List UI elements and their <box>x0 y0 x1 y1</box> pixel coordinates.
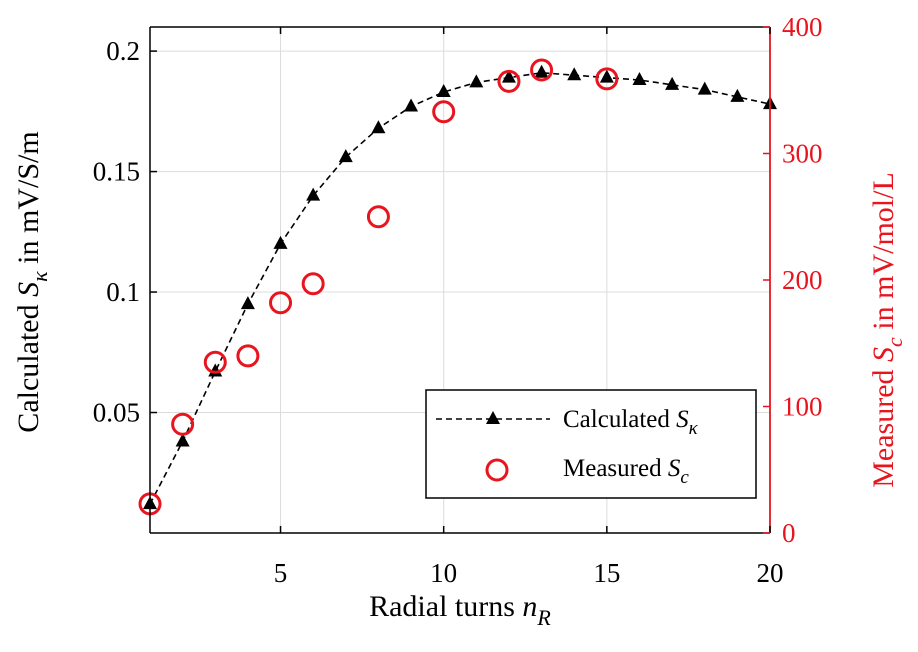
calculated-point <box>273 235 288 249</box>
measured-point <box>595 67 619 91</box>
legend-calculated-label: Calculated Sκ <box>563 406 699 439</box>
y-right-tick-label: 300 <box>782 139 823 169</box>
ticks: 5 10 15 20 0.05 0.1 0.15 0.2 0 100 200 300 400 <box>93 12 823 588</box>
calculated-point <box>632 72 647 86</box>
measured-point <box>366 205 390 229</box>
x-tick-label: 10 <box>430 558 457 588</box>
calculated-point <box>567 67 582 81</box>
calculated-point <box>306 187 321 201</box>
measured-point <box>497 69 521 93</box>
axes <box>149 26 771 534</box>
legend: Calculated Sκ Measured Sc <box>425 389 757 499</box>
calculated-point <box>404 98 419 112</box>
x-tick-label: 20 <box>757 558 784 588</box>
calculated-point <box>208 363 223 377</box>
calculated-point <box>436 84 451 98</box>
measured-point <box>203 350 227 374</box>
calculated-point <box>371 120 386 134</box>
y-axis-left-title: Calculated Sκ in mV/S/m <box>12 131 52 432</box>
x-axis-title: Radial turns nR <box>369 590 551 630</box>
y-right-tick-label: 200 <box>782 265 823 295</box>
calculated-series-line <box>149 71 771 505</box>
x-tick-label: 15 <box>593 558 620 588</box>
calculated-point <box>240 296 255 310</box>
y-left-tick-label: 0.15 <box>93 157 140 187</box>
y-right-tick-label: 100 <box>782 392 823 422</box>
calculated-point <box>175 433 190 447</box>
measured-point <box>269 291 293 315</box>
calculated-point <box>338 149 353 163</box>
calculated-point <box>665 76 680 90</box>
calculated-point <box>534 64 549 78</box>
calculated-point <box>501 69 516 83</box>
measured-point <box>432 100 456 124</box>
measured-point <box>171 412 195 436</box>
y-left-tick-label: 0.05 <box>93 398 140 428</box>
x-tick-label: 5 <box>274 558 288 588</box>
y-axis-right-title: Measured Sc in mV/mol/L <box>867 172 907 488</box>
measured-point <box>530 58 554 82</box>
series-layer <box>138 58 777 516</box>
calculated-point <box>599 69 614 83</box>
legend-measured-marker <box>485 458 509 482</box>
legend-box <box>425 389 757 499</box>
y-left-tick-label: 0.2 <box>106 36 140 66</box>
calculated-point <box>697 81 712 95</box>
y-right-tick-label: 0 <box>782 518 796 548</box>
measured-point <box>236 344 260 368</box>
legend-calculated-marker <box>486 411 500 424</box>
measured-point <box>301 272 325 296</box>
y-right-tick-label: 400 <box>782 12 823 42</box>
y-left-tick-label: 0.1 <box>106 277 140 307</box>
calculated-point <box>469 74 484 88</box>
calculated-point <box>730 88 745 102</box>
legend-measured-label: Measured Sc <box>563 455 689 488</box>
